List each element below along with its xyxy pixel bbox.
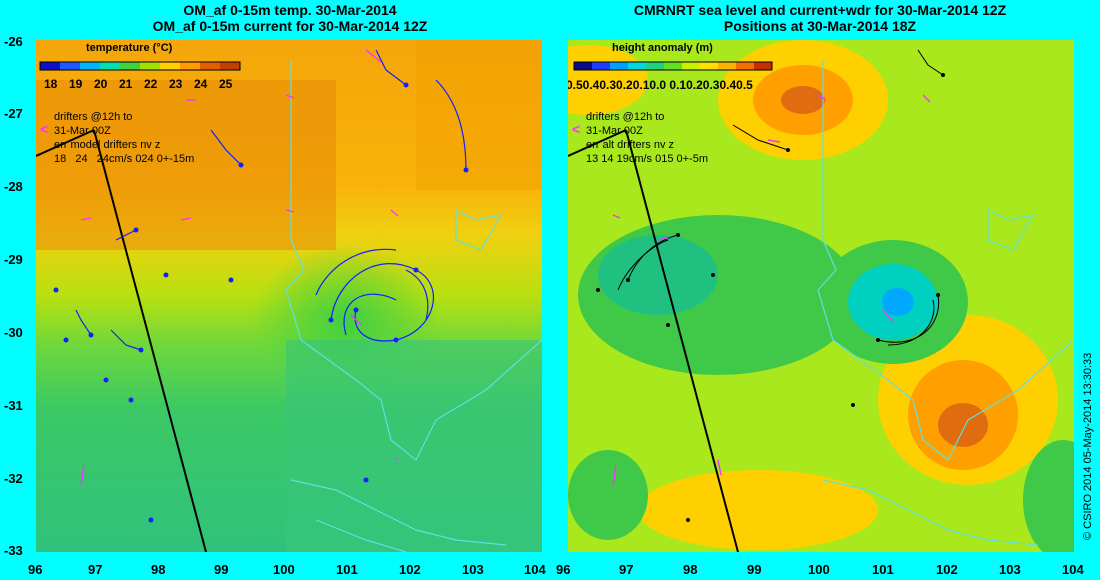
low-anomaly (598, 235, 718, 315)
x-tick: 104 (524, 562, 546, 577)
right-map: height anomaly (m) -0.50.40.30.20.10.0 0… (568, 40, 1074, 552)
low-anomaly (882, 288, 914, 316)
legend-line: 31-Mar 00Z (586, 125, 643, 137)
drifter-positions (53, 82, 469, 523)
legend-line: 31-Mar 00Z (54, 125, 111, 137)
colorbar-tick: 25 (219, 77, 233, 91)
low-anomaly (1023, 440, 1074, 552)
colorbar-label: height anomaly (m) (612, 42, 713, 54)
credit-text: © CSIRO 2014 05-May-2014 13:30:33 (1082, 352, 1094, 540)
drifter-tracks (75, 49, 467, 351)
left-title: OM_af 0-15m temp. 30-Mar-2014 OM_af 0-15… (40, 2, 540, 34)
legend-line: drifters @12h to (54, 111, 132, 123)
legend-line: 18 24 24cm/s 024 0+-15m (54, 153, 194, 165)
x-tick: 102 (399, 562, 421, 577)
transect-line (625, 129, 739, 552)
x-tick: 104 (1062, 562, 1084, 577)
x-tick: 102 (936, 562, 958, 577)
y-tick: -30 (4, 325, 23, 340)
y-tick: -27 (4, 106, 23, 121)
transect-line (36, 129, 95, 157)
x-tick: 98 (151, 562, 166, 577)
y-tick: -29 (4, 252, 23, 267)
legend-arrow-icon: < (40, 121, 48, 137)
y-tick: -26 (4, 34, 23, 49)
y-tick: -33 (4, 543, 23, 558)
x-tick: 98 (683, 562, 698, 577)
warm-east (416, 40, 542, 190)
drifter-legend: drifters @12h to 31-Mar 00Z err model dr… (54, 111, 194, 165)
cool-shelf (286, 340, 542, 552)
left-title-line1: OM_af 0-15m temp. 30-Mar-2014 (183, 2, 397, 18)
legend-line: drifters @12h to (586, 111, 664, 123)
colorbar (573, 61, 773, 71)
colorbar-tick: 19 (69, 77, 83, 91)
colorbar-label: temperature (°C) (86, 42, 173, 54)
coastline (285, 60, 542, 552)
x-tick: 99 (747, 562, 762, 577)
colorbar-tick: 23 (169, 77, 183, 91)
y-tick: -31 (4, 398, 23, 413)
drifter-positions (596, 73, 945, 522)
colorbar-tick: 20 (94, 77, 108, 91)
warm-band (36, 80, 336, 250)
x-tick: 103 (462, 562, 484, 577)
colorbar-ticks: 18 19 20 21 22 23 24 25 (44, 77, 233, 91)
x-tick: 97 (88, 562, 103, 577)
colorbar-tick: 18 (44, 77, 58, 91)
x-tick: 100 (808, 562, 830, 577)
x-tick: 97 (619, 562, 634, 577)
x-tick: 101 (336, 562, 358, 577)
colorbar-tick: 21 (119, 77, 133, 91)
right-title-line1: CMRNRT sea level and current+wdr for 30-… (633, 2, 1007, 18)
x-tick: 101 (872, 562, 894, 577)
x-tick: 103 (999, 562, 1021, 577)
x-tick: 96 (556, 562, 571, 577)
transect-line (568, 129, 627, 157)
y-tick: -32 (4, 471, 23, 486)
legend-arrow-icon: < (572, 121, 580, 137)
x-tick: 99 (214, 562, 229, 577)
x-tick: 96 (28, 562, 43, 577)
colorbar (39, 61, 241, 71)
model-vectors (80, 49, 399, 486)
high-anomaly (938, 403, 988, 447)
low-anomaly (568, 450, 648, 540)
legend-line: err alt drifters nv z (586, 139, 674, 151)
drifter-legend: drifters @12h to 31-Mar 00Z err alt drif… (586, 111, 708, 165)
right-title-line2: Positions at 30-Mar-2014 18Z (723, 18, 917, 34)
high-anomaly (638, 470, 878, 550)
legend-line: err model drifters nv z (54, 139, 160, 151)
altimeter-vectors (612, 94, 931, 486)
drifter-tracks (617, 49, 944, 346)
x-tick: 100 (273, 562, 295, 577)
y-tick: -28 (4, 179, 23, 194)
colorbar-ticks: -0.50.40.30.20.10.0 0.10.20.30.40.5 (568, 78, 753, 92)
legend-line: 13 14 19cm/s 015 0+-5m (586, 153, 708, 165)
left-map: temperature (°C) 18 19 20 21 22 23 24 25… (36, 40, 542, 552)
transect-line (93, 129, 207, 552)
right-title: CMRNRT sea level and current+wdr for 30-… (560, 2, 1080, 34)
high-anomaly (781, 86, 825, 114)
coastline (817, 60, 1074, 546)
colorbar-tick: 22 (144, 77, 158, 91)
colorbar-tick: 24 (194, 77, 208, 91)
left-title-line2: OM_af 0-15m current for 30-Mar-2014 12Z (152, 18, 428, 34)
